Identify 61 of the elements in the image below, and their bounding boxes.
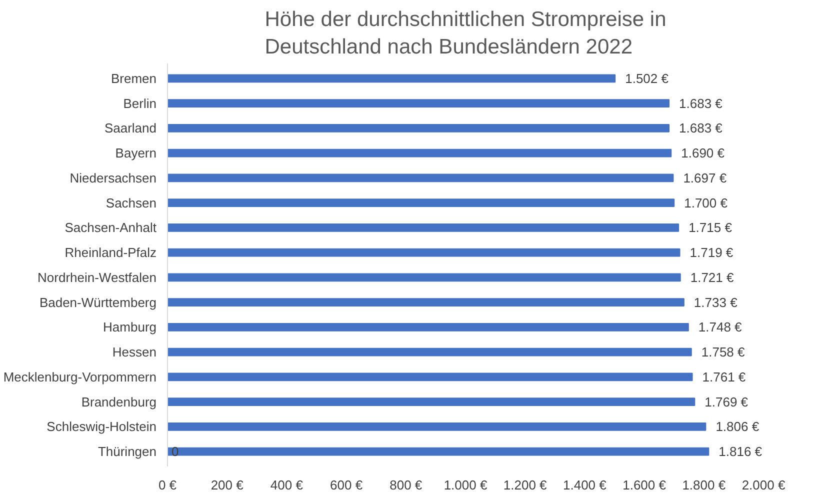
annotation: 0 [172,444,179,460]
y-tick-label: Hamburg [103,320,156,335]
x-tick-label: 1.600 € [622,478,667,492]
y-tick-label: Bayern [115,146,157,161]
bar [168,322,689,332]
data-label: 1.769 € [704,394,749,410]
y-tick-label: Baden-Württemberg [39,294,157,310]
data-label: 1.683 € [679,96,724,111]
data-label: 1.721 € [690,270,734,285]
y-tick-label: Rheinland-Pfalz [64,245,157,260]
chart-title: Höhe der durchschnittlichen Strompreise in Deutschland nach Bundesländern 2022 [264,8,666,58]
data-label: 1.690 € [681,146,726,161]
bar [168,348,692,356]
x-tick-label: 0 € [158,478,178,492]
bar [168,99,670,108]
y-tick-label: Bremen [110,70,157,86]
x-tick-label: 200 € [210,478,244,492]
data-label: 1.683 € [679,120,724,136]
data-label: 1.719 € [690,245,734,260]
y-tick-label: Schleswig-Holstein [46,419,157,434]
bar [168,148,672,158]
bar [168,74,616,83]
y-tick-label: Thüringen [98,444,157,460]
bar [168,198,675,208]
x-tick-label: 1.400 € [563,478,608,492]
data-label: 1.748 € [698,320,743,335]
y-tick-label: Niedersachsen [70,170,157,186]
data-label: 1.816 € [718,444,763,460]
bar [168,372,693,382]
data-label: 1.806 € [716,419,760,434]
bar [168,447,710,456]
x-tick-label: 1.000 € [444,478,488,492]
x-tick-label: 400 € [270,478,304,492]
y-tick-label: Sachsen-Anhalt [64,220,157,236]
x-tick-label: 1.200 € [503,478,548,492]
x-tick-label: 800 € [390,478,423,492]
x-tick-label: 2.000 € [742,478,786,492]
bar [168,398,696,406]
bar [168,124,670,132]
data-label: 1.697 € [683,170,728,186]
y-tick-label: Mecklenburg-Vorpommern [3,369,157,384]
bar [168,422,706,431]
x-tick-label: 600 € [330,478,364,492]
y-tick-label: Hessen [112,344,156,360]
y-tick-label: Sachsen [106,195,157,210]
y-tick-label: Berlin [123,96,157,111]
bar [168,248,680,257]
data-label: 1.733 € [694,294,738,310]
data-label: 1.715 € [688,220,733,236]
data-label: 1.502 € [625,70,670,86]
bar [168,174,674,182]
bar [168,273,681,282]
data-label: 1.761 € [702,369,746,384]
y-tick-label: Saarland [104,120,157,136]
x-tick-label: 1.800 € [682,478,726,492]
bar [168,298,684,307]
bar [168,223,680,232]
y-tick-label: Nordrhein-Westfalen [38,270,157,285]
y-tick-label: Brandenburg [81,394,157,410]
data-label: 1.758 € [701,344,746,360]
data-label: 1.700 € [684,195,728,210]
